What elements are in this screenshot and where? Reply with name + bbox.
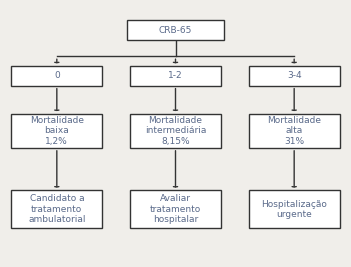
Text: Avaliar
tratamento
hospitalar: Avaliar tratamento hospitalar [150, 194, 201, 224]
Text: Hospitalização
urgente: Hospitalização urgente [261, 200, 327, 219]
Bar [249, 190, 340, 228]
Bar [11, 190, 102, 228]
Bar [130, 66, 221, 86]
Text: Candidato a
tratamento
ambulatorial: Candidato a tratamento ambulatorial [28, 194, 86, 224]
Bar [130, 114, 221, 148]
Bar [249, 114, 340, 148]
Text: Mortalidade
alta
31%: Mortalidade alta 31% [267, 116, 321, 146]
Text: 3-4: 3-4 [287, 72, 302, 80]
Text: 1-2: 1-2 [168, 72, 183, 80]
Bar [127, 20, 224, 40]
Text: CRB-65: CRB-65 [159, 26, 192, 35]
Bar [249, 66, 340, 86]
Text: Mortalidade
intermediária
8,15%: Mortalidade intermediária 8,15% [145, 116, 206, 146]
Bar [11, 66, 102, 86]
Text: Mortalidade
baixa
1,2%: Mortalidade baixa 1,2% [30, 116, 84, 146]
Bar [11, 114, 102, 148]
Bar [130, 190, 221, 228]
Text: 0: 0 [54, 72, 60, 80]
